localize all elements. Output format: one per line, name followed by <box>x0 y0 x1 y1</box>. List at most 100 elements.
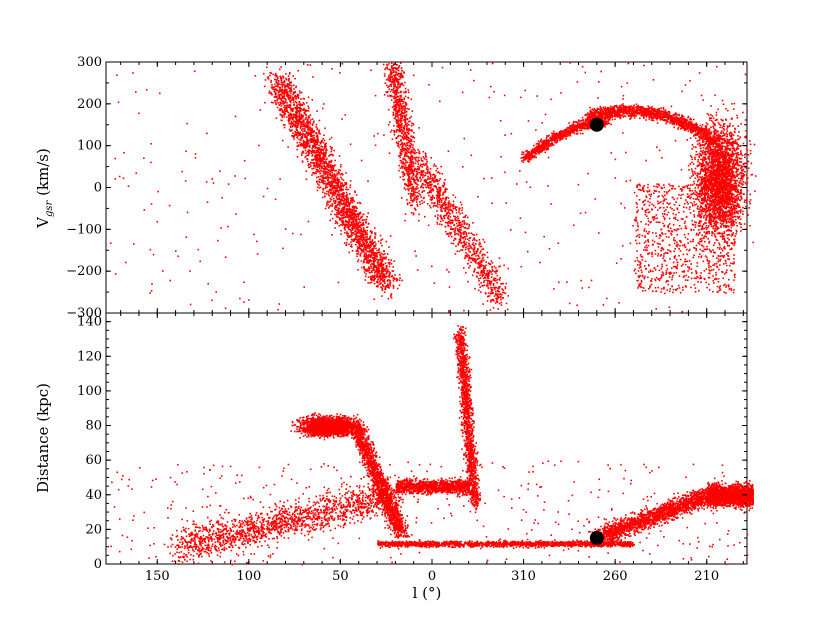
top-point <box>383 257 386 260</box>
top-point <box>323 167 326 169</box>
top-point <box>297 131 299 133</box>
top-point <box>406 142 409 144</box>
top-point <box>353 200 355 202</box>
top-point <box>412 172 415 175</box>
top-point <box>317 169 320 172</box>
top-point <box>396 122 398 124</box>
top-point <box>465 251 467 254</box>
top-point <box>382 270 384 273</box>
top-point <box>303 112 305 114</box>
top-point <box>396 279 398 281</box>
top-point <box>358 247 360 250</box>
top-point <box>337 212 340 214</box>
top-point <box>414 150 416 152</box>
top-point <box>454 207 456 209</box>
top-point <box>334 188 336 190</box>
top-point <box>309 166 311 168</box>
top-point <box>380 267 383 270</box>
top-point <box>290 92 292 94</box>
top-point <box>373 253 376 256</box>
top-point <box>417 184 419 186</box>
top-point <box>356 224 358 227</box>
top-point <box>405 151 407 154</box>
top-point <box>336 172 338 175</box>
top-point <box>312 122 315 124</box>
top-point <box>451 235 453 238</box>
top-point <box>310 150 313 153</box>
top-point <box>394 85 397 88</box>
top-point <box>466 238 469 240</box>
top-point <box>459 213 461 215</box>
top-point <box>402 163 404 165</box>
top-point <box>379 273 382 275</box>
top-point <box>472 259 474 261</box>
top-point <box>550 145 552 147</box>
top-point <box>379 254 382 256</box>
top-point <box>434 174 437 177</box>
top-point <box>388 276 391 278</box>
top-point <box>348 228 350 231</box>
top-point <box>463 223 466 225</box>
top-point <box>454 219 457 222</box>
top-point <box>299 117 302 120</box>
top-point <box>427 172 429 174</box>
top-point <box>326 175 329 177</box>
top-point <box>405 131 407 134</box>
top-point <box>419 194 422 196</box>
top-point <box>480 282 482 284</box>
top-point <box>283 95 286 97</box>
top-point <box>380 255 383 258</box>
top-point <box>271 86 274 88</box>
top-point <box>415 160 417 162</box>
top-point <box>442 191 445 194</box>
top-point <box>319 181 321 184</box>
top-point <box>325 162 328 164</box>
top-point <box>320 164 322 167</box>
top-point <box>464 236 467 238</box>
top-point <box>504 287 507 290</box>
top-point <box>343 192 345 195</box>
top-point <box>280 77 282 80</box>
top-point <box>372 241 375 244</box>
top-point <box>300 137 302 139</box>
top-point <box>408 127 410 130</box>
top-point <box>315 141 317 144</box>
top-point <box>431 177 433 180</box>
top-point <box>441 204 444 206</box>
top-point <box>399 156 401 159</box>
top-point <box>337 193 339 195</box>
top-point <box>364 245 366 248</box>
top-point <box>407 170 409 173</box>
top-point <box>392 287 395 289</box>
top-point <box>302 141 305 143</box>
top-point <box>299 126 302 128</box>
top-point <box>343 184 346 186</box>
top-point <box>447 214 450 217</box>
top-point <box>308 127 310 129</box>
top-point <box>453 239 455 242</box>
top-point <box>395 98 397 100</box>
top-point <box>461 209 463 212</box>
top-point <box>378 264 380 267</box>
top-point <box>468 257 470 259</box>
top-point <box>412 191 415 193</box>
top-point <box>390 73 393 75</box>
top-point <box>375 285 378 287</box>
top-point <box>360 260 363 262</box>
top-point <box>281 116 284 119</box>
top-point <box>429 173 432 176</box>
top-point <box>330 167 333 169</box>
top-point <box>437 193 439 196</box>
top-point <box>379 262 382 265</box>
top-point <box>324 192 326 195</box>
top-point <box>405 145 407 147</box>
top-point <box>397 121 399 124</box>
top-point <box>273 89 275 91</box>
top-point <box>325 184 327 187</box>
top-point <box>481 260 483 263</box>
top-point <box>411 158 414 160</box>
top-point <box>290 81 292 83</box>
top-point <box>313 140 315 143</box>
top-point <box>293 114 296 116</box>
